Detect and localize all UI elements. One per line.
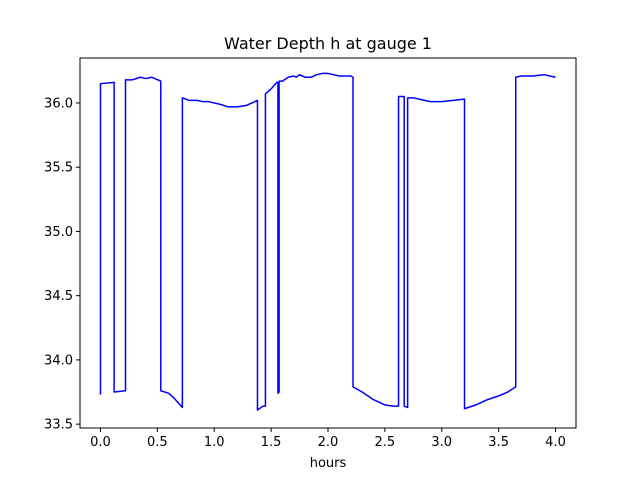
y-tick-label: 34.5 [44,289,73,304]
x-tick-label: 0.0 [90,435,111,450]
x-tick-label: 1.5 [261,435,282,450]
y-tick-label: 36.0 [44,96,73,111]
x-tick-label: 4.0 [545,435,566,450]
y-tick-label: 35.0 [44,225,73,240]
plot-area: 0.0 0.5 1.0 1.5 2.0 2.5 3.0 3.5 4.0 33.5 34.0 34.5… [44,57,577,450]
x-tick-label: 0.5 [147,435,168,450]
x-tick-label: 1.0 [204,435,225,450]
chart-title: Water Depth h at gauge 1 [224,34,432,53]
x-tick-label: 2.0 [318,435,339,450]
x-tick-label: 3.5 [488,435,509,450]
x-tick-label: 2.5 [375,435,396,450]
y-tick-label: 33.5 [44,418,73,433]
series-line-1 [99,72,556,411]
y-tick-label: 34.0 [44,353,73,368]
y-tick-label: 35.5 [44,161,73,176]
x-axis-label: hours [310,456,347,471]
y-axis-ticks: 33.5 34.0 34.5 35.0 35.5 36.0 [44,96,80,433]
x-tick-label: 3.0 [431,435,452,450]
series-layer [99,72,556,411]
x-axis-ticks: 0.0 0.5 1.0 1.5 2.0 2.5 3.0 3.5 4.0 [90,428,566,450]
